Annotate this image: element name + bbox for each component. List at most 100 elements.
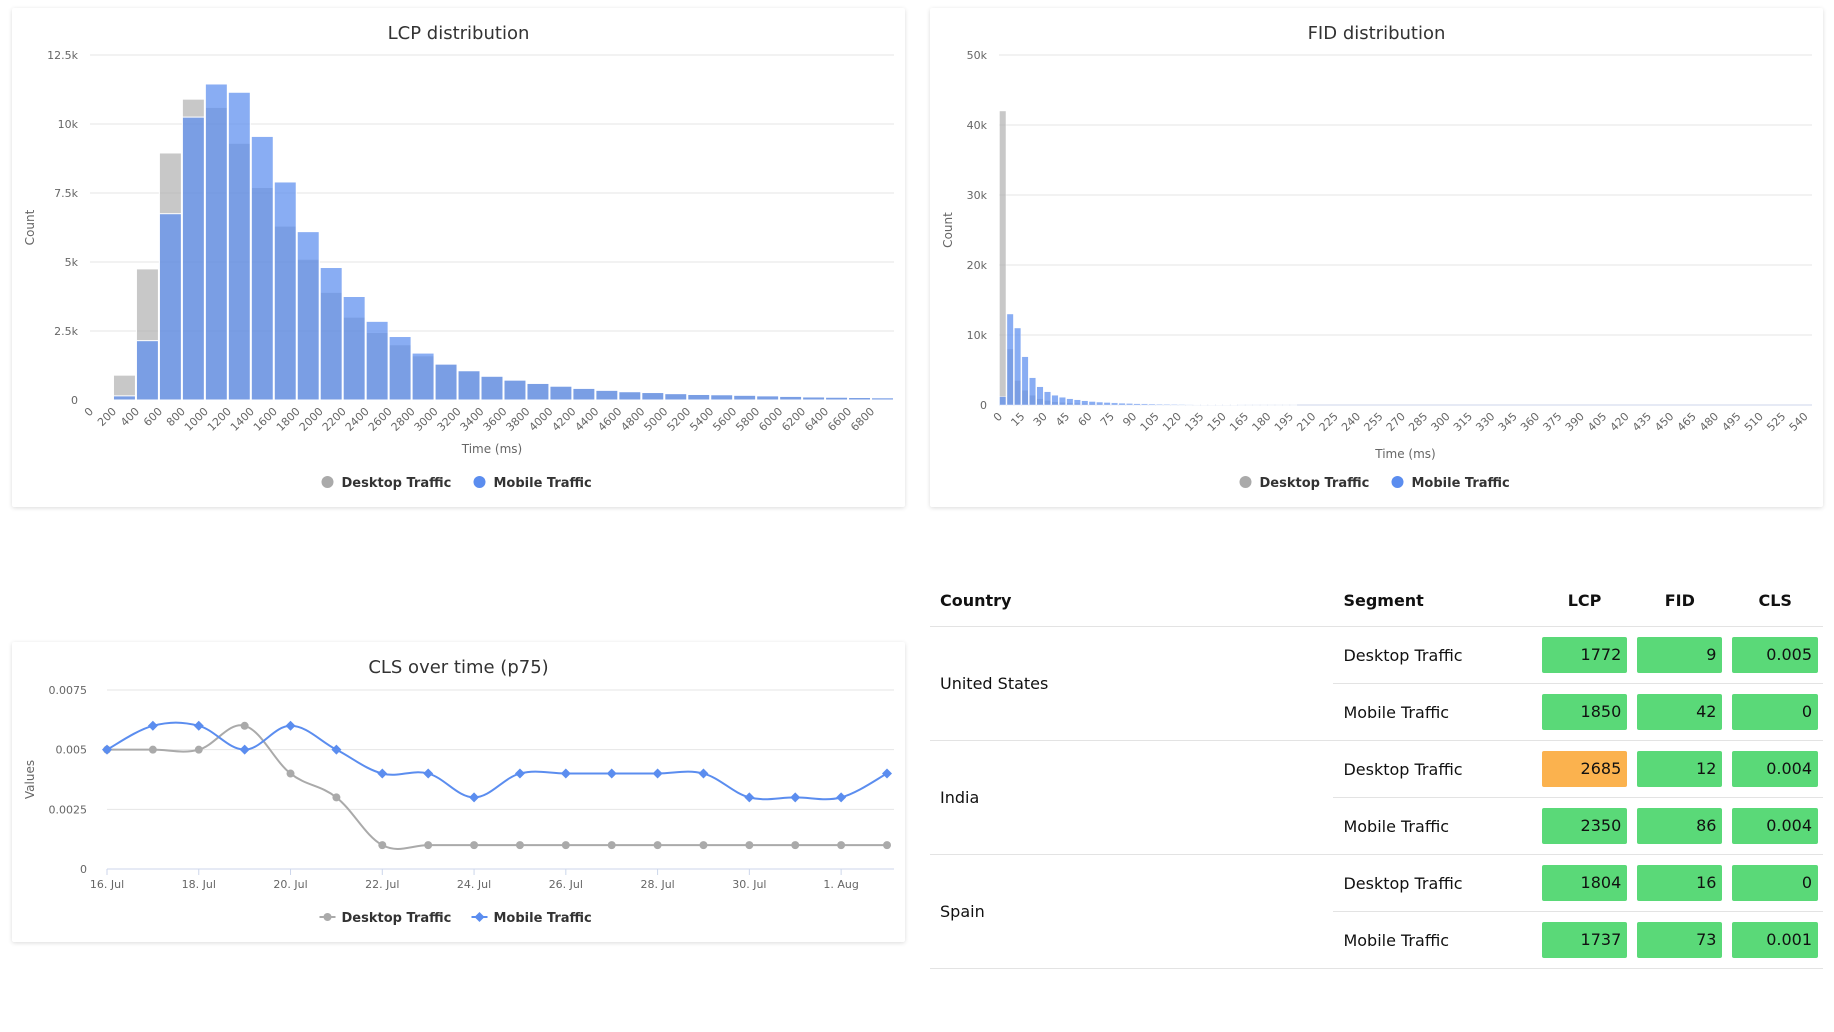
x-tick-label: 105 bbox=[1138, 410, 1162, 434]
mobile-bar bbox=[1066, 398, 1074, 406]
mobile-bar bbox=[1029, 377, 1036, 406]
fid-value: 12 bbox=[1637, 751, 1723, 787]
mobile-bar bbox=[1111, 402, 1119, 406]
mobile-bar bbox=[756, 395, 780, 401]
desktop-point bbox=[332, 793, 341, 802]
x-tick-label: 195 bbox=[1272, 410, 1296, 434]
desktop-point bbox=[240, 721, 249, 730]
mobile-bar bbox=[595, 389, 619, 401]
header-country[interactable]: Country bbox=[930, 574, 1334, 627]
chart-title: FID distribution bbox=[1308, 23, 1446, 44]
mobile-bar bbox=[1155, 403, 1163, 406]
y-tick-label: 0.0075 bbox=[49, 684, 88, 697]
x-tick-label: 285 bbox=[1406, 410, 1430, 434]
mobile-bar bbox=[503, 379, 527, 401]
x-tick-label: 525 bbox=[1764, 410, 1788, 434]
x-tick-label: 180 bbox=[1250, 410, 1274, 434]
x-tick-label: 6200 bbox=[779, 405, 808, 434]
mobile-bar bbox=[1170, 404, 1178, 406]
x-tick-label: 20. Jul bbox=[273, 878, 307, 891]
desktop-point bbox=[148, 745, 157, 754]
mobile-point bbox=[560, 768, 571, 779]
cls-chart: 0 0.0025 0.005 0.0075 Values 16. Jul 18. Jul 20… bbox=[23, 657, 894, 926]
x-tick-label: 2600 bbox=[366, 405, 395, 434]
cls-value: 0.001 bbox=[1732, 922, 1818, 958]
mobile-bar bbox=[411, 352, 435, 401]
x-tick-label: 465 bbox=[1675, 410, 1699, 434]
mobile-bar bbox=[227, 91, 251, 401]
mobile-point bbox=[377, 768, 388, 779]
legend-marker bbox=[473, 476, 486, 488]
x-tick-label: 28. Jul bbox=[640, 878, 674, 891]
x-tick-label: 375 bbox=[1540, 410, 1564, 434]
y-tick-label: 10k bbox=[58, 118, 79, 131]
x-tick-label: 480 bbox=[1697, 410, 1721, 434]
cls-value: 0.004 bbox=[1732, 808, 1818, 844]
desktop-point bbox=[837, 841, 846, 850]
x-tick-label: 30 bbox=[1031, 410, 1050, 429]
header-lcp[interactable]: LCP bbox=[1536, 574, 1633, 627]
y-tick-label: 0 bbox=[80, 863, 87, 876]
lcp-chart: 02.5k5k7.5k10k12.5kCount0200400600800100… bbox=[23, 23, 894, 491]
x-tick-label: 495 bbox=[1719, 410, 1743, 434]
cls-chart-card: 0 0.0025 0.005 0.0075 Values 16. Jul 18. Jul 20… bbox=[12, 642, 905, 942]
lcp-value: 1804 bbox=[1541, 865, 1628, 901]
fid-value: 73 bbox=[1637, 922, 1723, 958]
x-tick-label: 4400 bbox=[573, 405, 602, 434]
x-tick-label: 255 bbox=[1361, 410, 1385, 434]
x-tick-label: 405 bbox=[1585, 410, 1609, 434]
legend-label: Desktop Traffic bbox=[1260, 476, 1370, 491]
x-tick-label: 510 bbox=[1742, 410, 1766, 434]
desktop-point bbox=[653, 841, 662, 850]
x-tick-label: 400 bbox=[118, 405, 142, 429]
desktop-point bbox=[791, 841, 800, 850]
legend-label: Desktop Traffic bbox=[342, 911, 452, 926]
x-tick-label: 1600 bbox=[251, 405, 280, 434]
country-cell: United States bbox=[930, 626, 1334, 741]
y-axis-label: Count bbox=[941, 212, 955, 248]
mobile-point bbox=[193, 720, 204, 731]
x-tick-label: 0 bbox=[991, 410, 1005, 424]
lcp-value: 1772 bbox=[1541, 637, 1628, 673]
mobile-bar bbox=[480, 375, 504, 401]
desktop-point bbox=[883, 841, 891, 850]
desktop-point bbox=[194, 745, 203, 754]
mobile-bar bbox=[572, 387, 596, 401]
header-segment[interactable]: Segment bbox=[1333, 574, 1537, 627]
table-row: Mobile Traffic 1850 42 0 bbox=[930, 683, 1823, 741]
table-row: United States Desktop Traffic 1772 9 0.0… bbox=[930, 626, 1823, 741]
y-tick-label: 50k bbox=[967, 49, 988, 62]
x-tick-label: 135 bbox=[1182, 410, 1206, 434]
mobile-bar bbox=[135, 340, 159, 401]
header-fid[interactable]: FID bbox=[1632, 574, 1728, 627]
y-tick-label: 30k bbox=[967, 189, 988, 202]
mobile-point bbox=[239, 744, 250, 755]
fid-value: 16 bbox=[1637, 865, 1723, 901]
mobile-bar bbox=[802, 396, 826, 401]
x-axis-label: Time (ms) bbox=[1374, 447, 1436, 461]
lcp-chart-card: 0 2.5k 5k 7.5k 10k 12.5k Count 0 200 400 600 800 100… bbox=[12, 8, 905, 507]
x-tick-label: 5400 bbox=[687, 405, 716, 434]
y-tick-label: 12.5k bbox=[47, 49, 78, 62]
mobile-bar bbox=[365, 320, 389, 401]
mobile-bar bbox=[388, 336, 412, 401]
x-tick-label: 15 bbox=[1008, 410, 1027, 429]
mobile-bar bbox=[1126, 403, 1133, 406]
mobile-point bbox=[698, 768, 709, 779]
x-tick-label: 390 bbox=[1563, 410, 1587, 434]
x-axis-label: Time (ms) bbox=[461, 442, 523, 456]
mobile-bar bbox=[181, 116, 205, 401]
x-tick-label: 360 bbox=[1518, 410, 1542, 434]
x-tick-label: 1200 bbox=[205, 405, 234, 434]
cls-value: 0.005 bbox=[1732, 637, 1818, 673]
mobile-bar bbox=[319, 267, 343, 401]
legend-marker bbox=[474, 912, 485, 922]
x-tick-label: 435 bbox=[1630, 410, 1654, 434]
segment-cell: Desktop Traffic bbox=[1333, 854, 1537, 912]
header-cls[interactable]: CLS bbox=[1727, 574, 1823, 627]
x-tick-label: 60 bbox=[1076, 410, 1095, 429]
mobile-series-line bbox=[106, 721, 888, 801]
mobile-point bbox=[514, 768, 525, 779]
mobile-point bbox=[469, 792, 480, 803]
x-tick-label: 2200 bbox=[320, 405, 349, 434]
